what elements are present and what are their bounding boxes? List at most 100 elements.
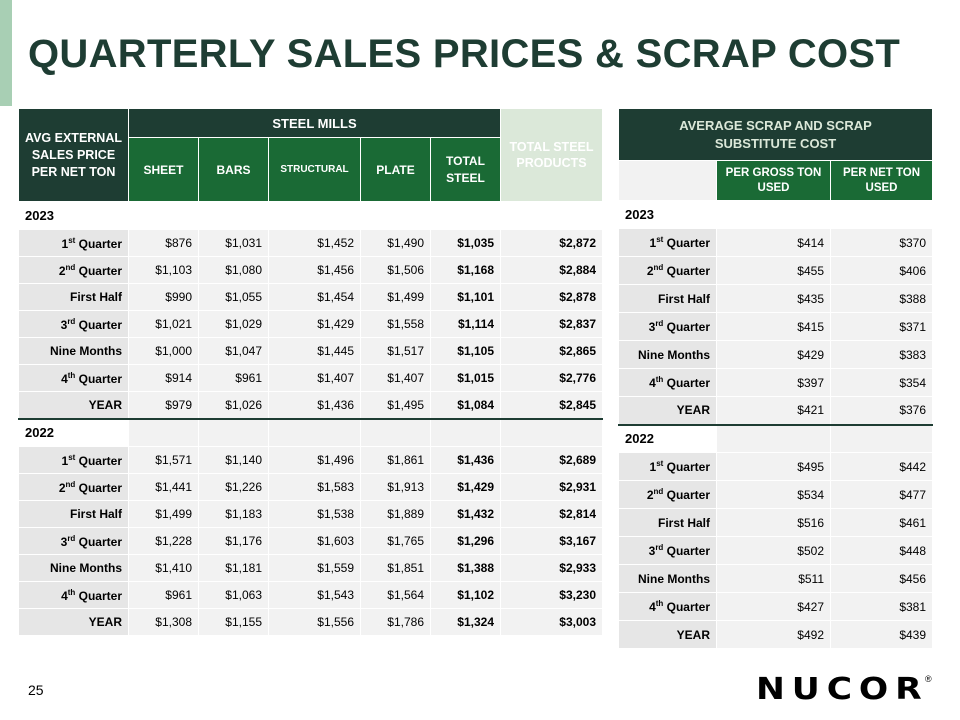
row-label-suffix: Quarter [75,480,122,495]
value-cell: $990 [128,283,199,311]
col-header-sheet: SHEET [128,137,199,202]
value-cell: $427 [716,592,831,621]
row-label: 3rd Quarter [18,310,129,338]
row-label: 3rd Quarter [618,312,717,341]
value-cell: $1,436 [268,391,361,420]
value-cell: $1,452 [268,229,361,257]
value-cell: $1,765 [360,527,431,555]
value-cell: $1,101 [430,283,501,311]
value-cell: $456 [829,564,934,593]
value-cell: $961 [198,364,269,392]
accent-bar [0,0,12,106]
table-row: 3rd Quarter $1,021 $1,029 $1,429 $1,558 $1,11… [18,310,603,338]
row-label-main: YEAR [676,627,710,642]
row-label-main: 2 [58,480,66,495]
row-label-main: Nine Months [638,347,710,362]
value-cell: $1,388 [430,554,501,582]
row-label: Nine Months [18,337,129,365]
value-cell: $1,114 [430,310,501,338]
row-label-main: 4 [61,588,68,603]
value-cell: $1,436 [430,446,501,474]
row-label: Nine Months [18,554,129,582]
value-cell: $414 [716,228,831,257]
table-row: YEAR $492 $439 [618,620,934,649]
table-row: First Half $516 $461 [618,508,934,537]
row-label-main: 2 [58,263,66,278]
year-row: 2023 [18,201,603,230]
col-header-plate: PLATE [360,137,431,202]
value-cell: $1,055 [198,283,269,311]
value-cell: $1,063 [198,581,269,609]
row-label-suffix: Quarter [75,236,122,251]
table-row: 1st Quarter $414 $370 [618,228,934,257]
blank-cell [829,423,934,453]
row-label-ordinal: rd [67,316,76,326]
row-label: 1st Quarter [18,446,129,474]
value-cell: $461 [829,508,934,537]
page-number: 25 [28,682,44,698]
table-row: 1st Quarter $1,571 $1,140 $1,496 $1,861 $1,43… [18,446,603,474]
corner-header: AVG EXTERNAL SALES PRICE PER NET TON [18,108,129,202]
value-cell: $1,105 [430,337,501,365]
row-label: 4th Quarter [618,592,717,621]
row-label-ordinal: th [655,599,664,608]
value-cell: $1,517 [360,337,431,365]
table-row: 4th Quarter $914 $961 $1,407 $1,407 $1,015 $2,… [18,364,603,392]
value-cell: $429 [716,340,831,369]
value-cell: $371 [829,312,934,341]
table-row: YEAR $1,308 $1,155 $1,556 $1,786 $1,324 $3,003 [18,608,603,636]
value-cell: $492 [716,620,831,649]
value-cell: $1,786 [360,608,431,636]
row-label-suffix: Quarter [663,376,710,390]
row-label: First Half [18,500,129,528]
row-label-suffix: Quarter [75,588,122,603]
value-cell: $388 [829,284,934,313]
table-row: 2nd Quarter $1,441 $1,226 $1,583 $1,913 $1,42… [18,473,603,501]
row-label-suffix: Quarter [663,544,710,558]
row-label-ordinal: st [656,235,664,244]
value-cell: $1,155 [198,608,269,636]
table-row: YEAR $421 $376 [618,396,934,426]
value-cell: $914 [128,364,199,392]
value-cell: $381 [829,592,934,621]
value-cell: $1,496 [268,446,361,474]
value-cell: $3,003 [500,608,603,636]
value-cell: $370 [829,228,934,257]
row-label-suffix: Quarter [75,371,122,386]
col-header-total-steel: TOTAL STEEL [430,137,501,202]
row-label-suffix: Quarter [663,320,710,334]
row-label: 1st Quarter [618,228,717,257]
row-label-main: 3 [648,544,656,558]
row-label-suffix: Quarter [75,263,122,278]
row-label-main: YEAR [88,397,122,412]
value-cell: $2,884 [500,256,603,284]
blank-cell [430,417,501,447]
col-header-per-gross-ton: PER GROSS TON USED [716,160,831,201]
value-cell: $1,543 [268,581,361,609]
value-cell: $1,851 [360,554,431,582]
value-cell: $1,913 [360,473,431,501]
blank-cell [500,201,603,230]
table-row: 4th Quarter $427 $381 [618,592,934,621]
value-cell: $1,084 [430,391,501,420]
value-cell: $1,029 [198,310,269,338]
row-label-main: 3 [60,534,68,549]
value-cell: $439 [829,620,934,649]
value-cell: $876 [128,229,199,257]
value-cell: $1,889 [360,500,431,528]
row-label-main: 4 [649,600,656,614]
table-row: Nine Months $511 $456 [618,564,934,593]
value-cell: $1,324 [430,608,501,636]
value-cell: $1,506 [360,256,431,284]
row-label-suffix: Quarter [75,317,122,332]
value-cell: $1,407 [268,364,361,392]
value-cell: $406 [829,256,934,285]
row-label-ordinal: nd [653,487,664,496]
value-cell: $1,456 [268,256,361,284]
row-label-main: 1 [649,460,657,474]
table-row: 3rd Quarter $502 $448 [618,536,934,565]
col-header-bars: BARS [198,137,269,202]
row-label: 2nd Quarter [18,256,129,284]
value-cell: $3,167 [500,527,603,555]
row-label-main: 2 [646,264,654,278]
